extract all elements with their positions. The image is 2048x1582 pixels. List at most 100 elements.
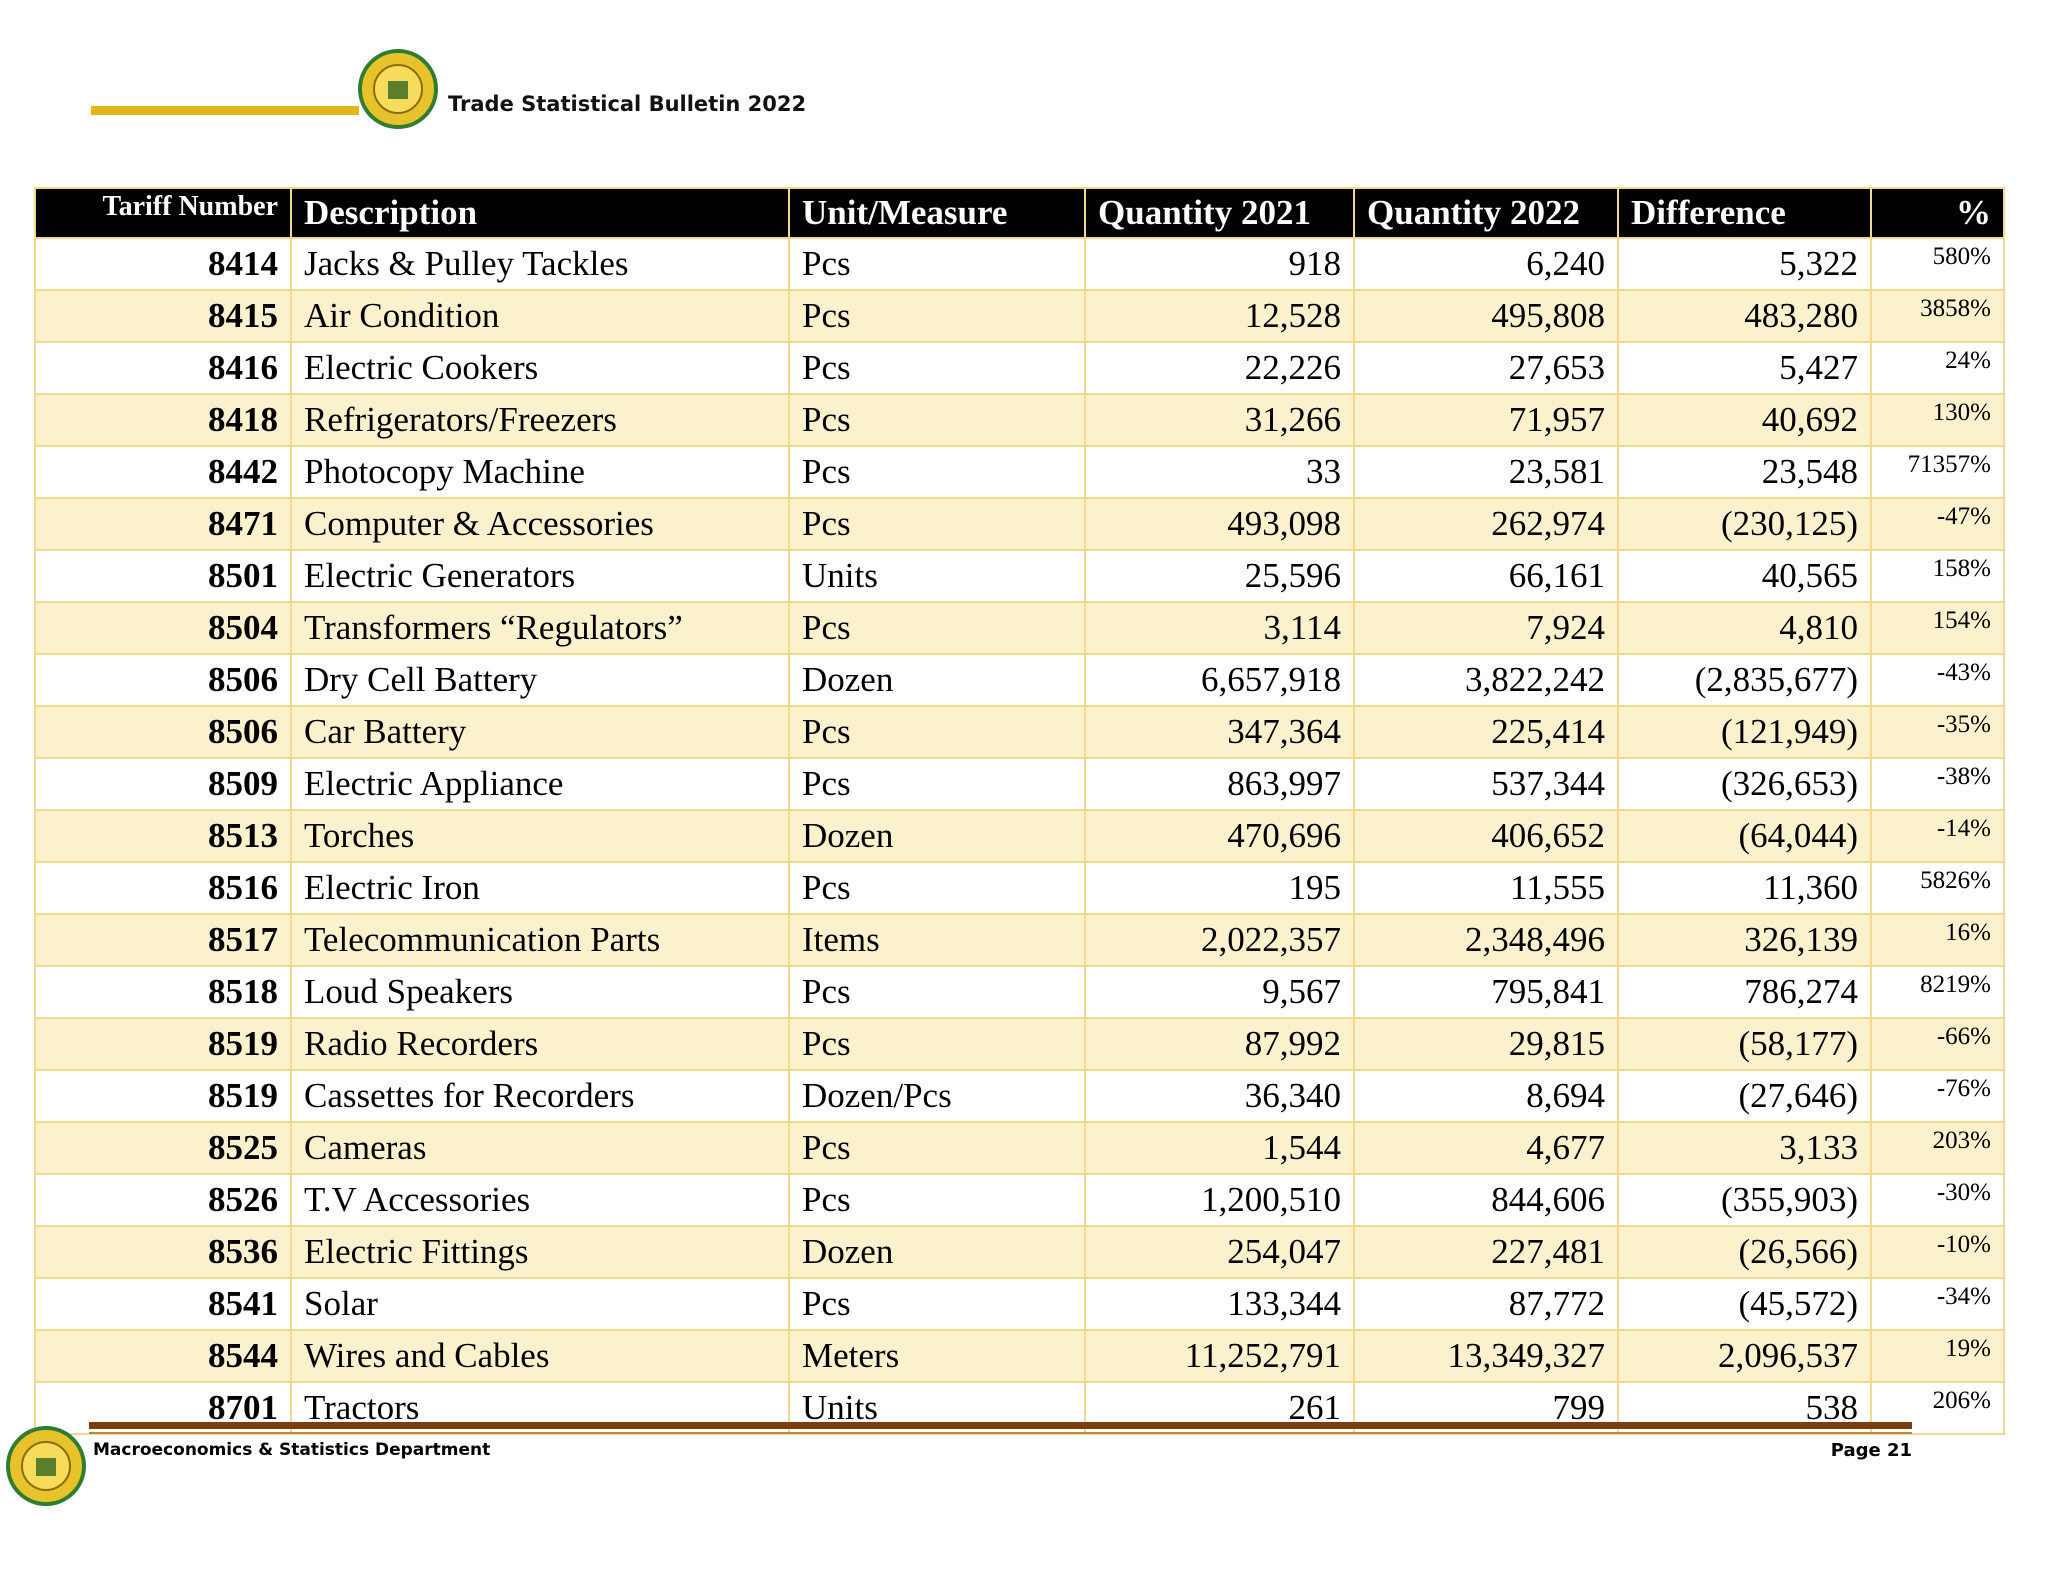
table-cell: Pcs xyxy=(788,1017,1086,1071)
table-cell: 87,992 xyxy=(1084,1017,1355,1071)
department: Macroeconomics & Statistics Department xyxy=(93,1440,491,1460)
table-row: 8506 Dry Cell Battery Dozen 6,657,918 3,822,… xyxy=(34,653,2005,707)
table-cell: -43% xyxy=(1870,653,2005,707)
table-cell: Dry Cell Battery xyxy=(290,653,790,707)
trade-table: Tariff Number Description Unit/Measure Quan… xyxy=(34,187,2005,1435)
table-cell: Dozen/Pcs xyxy=(788,1069,1086,1123)
table-cell: Photocopy Machine xyxy=(290,445,790,499)
table-cell: 23,581 xyxy=(1353,445,1619,499)
table-cell: 3,133 xyxy=(1617,1121,1872,1175)
table-cell: Electric Generators xyxy=(290,549,790,603)
table-cell: 8471 xyxy=(34,497,292,551)
table-cell: (27,646) xyxy=(1617,1069,1872,1123)
table-cell: 8519 xyxy=(34,1069,292,1123)
table-cell: 8506 xyxy=(34,705,292,759)
table-row: 8506 Car Battery Pcs 347,364 225,414 (121,949… xyxy=(34,705,2005,759)
table-cell: (64,044) xyxy=(1617,809,1872,863)
table-cell: Computer & Accessories xyxy=(290,497,790,551)
table-cell: Pcs xyxy=(788,237,1086,291)
table-cell: -35% xyxy=(1870,705,2005,759)
table-cell: -76% xyxy=(1870,1069,2005,1123)
table-cell: 11,555 xyxy=(1353,861,1619,915)
table-cell: Pcs xyxy=(788,393,1086,447)
table-row: 8519 Cassettes for Recorders Dozen/Pcs 36,3… xyxy=(34,1069,2005,1123)
table-cell: Telecommunication Parts xyxy=(290,913,790,967)
table-cell: 12,528 xyxy=(1084,289,1355,343)
table-cell: 8,694 xyxy=(1353,1069,1619,1123)
table-cell: 8541 xyxy=(34,1277,292,1331)
table-cell: 225,414 xyxy=(1353,705,1619,759)
table-cell: Dozen xyxy=(788,1225,1086,1279)
table-cell: 8525 xyxy=(34,1121,292,1175)
table-cell: 87,772 xyxy=(1353,1277,1619,1331)
table-cell: Electric Fittings xyxy=(290,1225,790,1279)
table-cell: 7,924 xyxy=(1353,601,1619,655)
footer-rule xyxy=(89,1422,1912,1429)
table-cell: 4,677 xyxy=(1353,1121,1619,1175)
bulletin-title: Trade Statistical Bulletin 2022 xyxy=(448,92,807,116)
table-row: 8536 Electric Fittings Dozen 254,047 227,481… xyxy=(34,1225,2005,1279)
table-row: 8517 Telecommunication Parts Items 2,022,35… xyxy=(34,913,2005,967)
table-cell: 844,606 xyxy=(1353,1173,1619,1227)
table-cell: 8414 xyxy=(34,237,292,291)
table-cell: Transformers “Regulators” xyxy=(290,601,790,655)
table-cell: (58,177) xyxy=(1617,1017,1872,1071)
table-cell: 5826% xyxy=(1870,861,2005,915)
table-cell: Car Battery xyxy=(290,705,790,759)
table-cell: Pcs xyxy=(788,497,1086,551)
table-cell: Torches xyxy=(290,809,790,863)
footer-emblem xyxy=(6,1426,86,1506)
table-cell: 2,022,357 xyxy=(1084,913,1355,967)
table-row: 8442 Photocopy Machine Pcs 33 23,581 23,548 71… xyxy=(34,445,2005,499)
table-cell: Wires and Cables xyxy=(290,1329,790,1383)
table-cell: Pcs xyxy=(788,1121,1086,1175)
table-cell: 8219% xyxy=(1870,965,2005,1019)
table-cell: 8506 xyxy=(34,653,292,707)
table-cell: 19% xyxy=(1870,1329,2005,1383)
column-header: Unit/Measure xyxy=(788,187,1086,239)
table-cell: Items xyxy=(788,913,1086,967)
table-cell: 8536 xyxy=(34,1225,292,1279)
table-cell: 786,274 xyxy=(1617,965,1872,1019)
table-cell: 13,349,327 xyxy=(1353,1329,1619,1383)
table-cell: 8418 xyxy=(34,393,292,447)
table-row: 8516 Electric Iron Pcs 195 11,555 11,360 5826% xyxy=(34,861,2005,915)
table-row: 8415 Air Condition Pcs 12,528 495,808 483,280… xyxy=(34,289,2005,343)
table-cell: (45,572) xyxy=(1617,1277,1872,1331)
table-cell: T.V Accessories xyxy=(290,1173,790,1227)
header-row: Tariff Number Description Unit/Measure Quan… xyxy=(34,187,2005,239)
table-cell: 2,096,537 xyxy=(1617,1329,1872,1383)
table-cell: 8416 xyxy=(34,341,292,395)
table-cell: Pcs xyxy=(788,341,1086,395)
table-cell: 130% xyxy=(1870,393,2005,447)
column-header: Quantity 2022 xyxy=(1353,187,1619,239)
table-cell: 203% xyxy=(1870,1121,2005,1175)
table-cell: 3,114 xyxy=(1084,601,1355,655)
table-cell: 5,427 xyxy=(1617,341,1872,395)
table-cell: Pcs xyxy=(788,965,1086,1019)
table-cell: 227,481 xyxy=(1353,1225,1619,1279)
table-cell: 31,266 xyxy=(1084,393,1355,447)
table-cell: Pcs xyxy=(788,757,1086,811)
table-cell: Refrigerators/Freezers xyxy=(290,393,790,447)
table-cell: 537,344 xyxy=(1353,757,1619,811)
table-cell: Pcs xyxy=(788,601,1086,655)
footer-rule-thin xyxy=(89,1432,1912,1434)
header-rule xyxy=(91,106,359,115)
table-cell: Units xyxy=(788,549,1086,603)
table-cell: 6,657,918 xyxy=(1084,653,1355,707)
table-row: 8541 Solar Pcs 133,344 87,772 (45,572) -34% xyxy=(34,1277,2005,1331)
table-cell: Electric Cookers xyxy=(290,341,790,395)
table-cell: 195 xyxy=(1084,861,1355,915)
table-cell: Dozen xyxy=(788,653,1086,707)
table-cell: 8504 xyxy=(34,601,292,655)
table-cell: 483,280 xyxy=(1617,289,1872,343)
table-cell: -38% xyxy=(1870,757,2005,811)
column-header: Difference xyxy=(1617,187,1872,239)
table-cell: 495,808 xyxy=(1353,289,1619,343)
table-cell: Loud Speakers xyxy=(290,965,790,1019)
table-cell: Cassettes for Recorders xyxy=(290,1069,790,1123)
table-cell: Jacks & Pulley Tackles xyxy=(290,237,790,291)
table-cell: 36,340 xyxy=(1084,1069,1355,1123)
